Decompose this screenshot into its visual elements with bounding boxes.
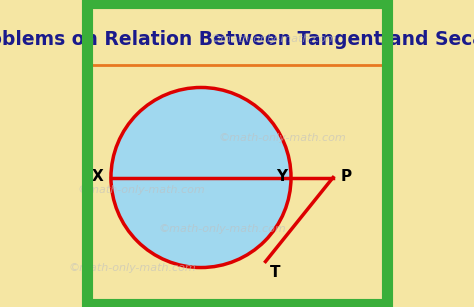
- Text: ©math-only-math.com: ©math-only-math.com: [77, 185, 205, 195]
- Text: X: X: [91, 169, 103, 184]
- Circle shape: [111, 87, 291, 267]
- Text: Y: Y: [276, 169, 287, 184]
- Text: ©math-only-math.com: ©math-only-math.com: [158, 223, 286, 234]
- Text: ©math-only-math.com: ©math-only-math.com: [68, 262, 196, 273]
- Text: T: T: [270, 265, 281, 280]
- Polygon shape: [111, 87, 291, 267]
- Text: P: P: [340, 169, 352, 184]
- Text: ©math-only-math.com: ©math-only-math.com: [218, 134, 346, 143]
- Text: Problems on Relation Between Tangent and Secant: Problems on Relation Between Tangent and…: [0, 30, 474, 49]
- Text: ©math-only-math.com: ©math-only-math.com: [209, 34, 337, 45]
